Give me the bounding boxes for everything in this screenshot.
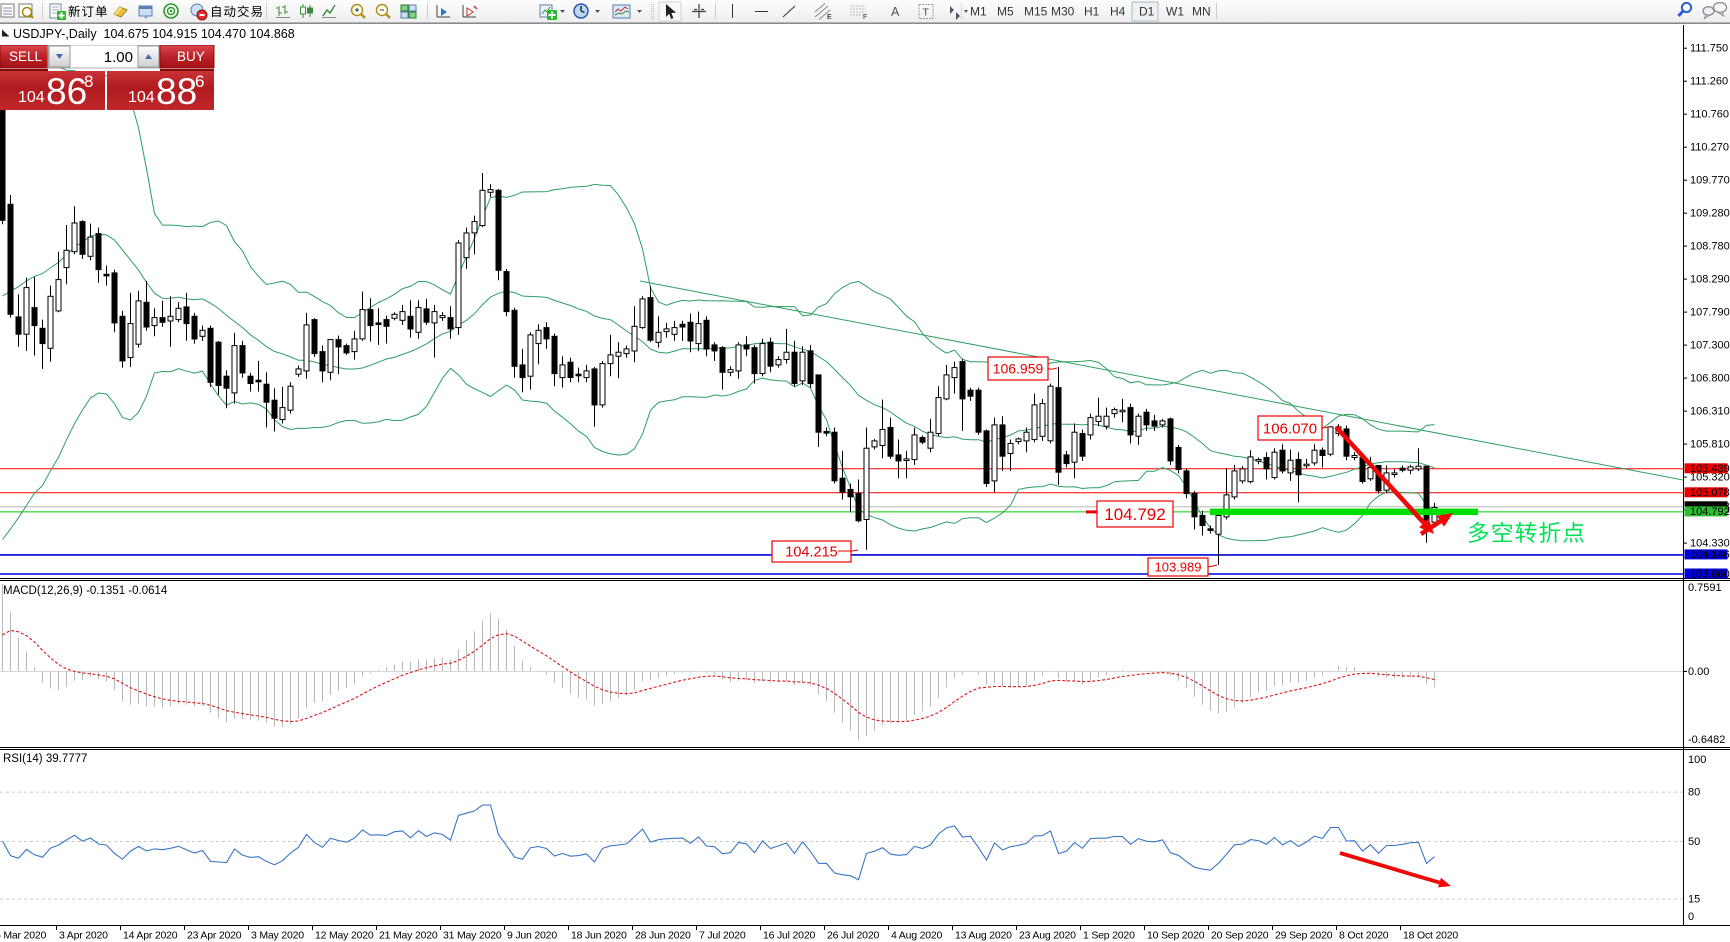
svg-text:23 Aug 2020: 23 Aug 2020 <box>1019 930 1076 942</box>
svg-text:MN: MN <box>1192 5 1211 19</box>
svg-text:26 Jul 2020: 26 Jul 2020 <box>827 930 879 942</box>
svg-text:88: 88 <box>156 71 197 111</box>
svg-text:18 Oct 2020: 18 Oct 2020 <box>1403 930 1458 942</box>
svg-text:50: 50 <box>1688 836 1700 848</box>
svg-text:12 May 2020: 12 May 2020 <box>315 930 374 942</box>
svg-text:0.00: 0.00 <box>1688 666 1709 678</box>
svg-text:4 Aug 2020: 4 Aug 2020 <box>891 930 942 942</box>
svg-text:86: 86 <box>46 71 87 111</box>
svg-text:0: 0 <box>1688 911 1694 923</box>
svg-text:110.760: 110.760 <box>1690 109 1729 121</box>
svg-text:105.078: 105.078 <box>1690 487 1730 499</box>
svg-text:E: E <box>827 14 832 21</box>
svg-text:109.770: 109.770 <box>1690 175 1730 187</box>
svg-text:8 Oct 2020: 8 Oct 2020 <box>1339 930 1389 942</box>
svg-text:M15: M15 <box>1024 5 1048 19</box>
svg-text:105.810: 105.810 <box>1690 439 1730 451</box>
svg-text:16 Jul 2020: 16 Jul 2020 <box>763 930 815 942</box>
svg-text:9 Jun 2020: 9 Jun 2020 <box>507 930 557 942</box>
svg-text:105.320: 105.320 <box>1690 472 1730 484</box>
svg-text:104: 104 <box>18 89 45 106</box>
svg-text:107.300: 107.300 <box>1690 340 1730 352</box>
svg-text:SELL: SELL <box>9 49 43 64</box>
svg-text:A: A <box>891 5 900 19</box>
svg-text:105.439: 105.439 <box>1690 463 1730 475</box>
svg-text:110.270: 110.270 <box>1690 142 1729 154</box>
svg-text:103.989: 103.989 <box>1155 560 1202 575</box>
svg-text:111.750: 111.750 <box>1690 43 1728 55</box>
svg-text:0.7591: 0.7591 <box>1688 582 1722 594</box>
svg-text:H1: H1 <box>1084 5 1100 19</box>
svg-text:BUY: BUY <box>177 49 205 64</box>
svg-text:106.070: 106.070 <box>1263 420 1317 437</box>
svg-text:104.215: 104.215 <box>785 545 837 561</box>
svg-text:3 Apr 2020: 3 Apr 2020 <box>59 930 108 942</box>
svg-text:F: F <box>863 14 867 21</box>
svg-text:108.290: 108.290 <box>1690 274 1730 286</box>
svg-text:7 Jul 2020: 7 Jul 2020 <box>699 930 746 942</box>
svg-text:M5: M5 <box>997 5 1014 19</box>
svg-text:3 May 2020: 3 May 2020 <box>251 930 304 942</box>
svg-text:15: 15 <box>1688 894 1700 906</box>
svg-text:103.860: 103.860 <box>1690 568 1730 580</box>
svg-text:106.310: 106.310 <box>1690 406 1730 418</box>
svg-text:M30: M30 <box>1051 5 1075 19</box>
svg-text:100: 100 <box>1688 754 1706 766</box>
svg-text:31 May 2020: 31 May 2020 <box>443 930 502 942</box>
svg-text:8: 8 <box>84 72 93 91</box>
svg-text:111.260: 111.260 <box>1690 76 1728 88</box>
svg-text:28 Jun 2020: 28 Jun 2020 <box>635 930 691 942</box>
svg-text:18 Jun 2020: 18 Jun 2020 <box>571 930 627 942</box>
svg-text:5 Mar 2020: 5 Mar 2020 <box>0 930 46 942</box>
svg-text:108.780: 108.780 <box>1690 241 1730 253</box>
svg-text:W1: W1 <box>1166 5 1184 19</box>
svg-text:80: 80 <box>1688 787 1700 799</box>
svg-text:-0.6482: -0.6482 <box>1688 734 1725 746</box>
svg-text:1.00: 1.00 <box>104 49 133 66</box>
svg-text:1 Sep 2020: 1 Sep 2020 <box>1083 930 1135 942</box>
svg-text:10 Sep 2020: 10 Sep 2020 <box>1147 930 1205 942</box>
svg-text:106.800: 106.800 <box>1690 373 1730 385</box>
svg-text:USDJPY-,Daily 104.675 104.915: USDJPY-,Daily 104.675 104.915 104.470 10… <box>13 27 295 41</box>
svg-text:M1: M1 <box>970 5 987 19</box>
svg-text:D1: D1 <box>1139 5 1155 19</box>
svg-text:29 Sep 2020: 29 Sep 2020 <box>1275 930 1333 942</box>
svg-text:H4: H4 <box>1110 5 1126 19</box>
svg-text:104: 104 <box>128 89 155 106</box>
svg-text:20 Sep 2020: 20 Sep 2020 <box>1211 930 1269 942</box>
svg-text:109.280: 109.280 <box>1690 208 1730 220</box>
svg-text:21 May 2020: 21 May 2020 <box>379 930 438 942</box>
svg-text:13 Aug 2020: 13 Aug 2020 <box>955 930 1012 942</box>
svg-text:104.792: 104.792 <box>1104 505 1165 524</box>
svg-text:6: 6 <box>195 72 204 91</box>
svg-text:104.330: 104.330 <box>1690 538 1730 550</box>
svg-text:T: T <box>923 7 930 19</box>
svg-text:RSI(14) 39.7777: RSI(14) 39.7777 <box>3 753 87 765</box>
svg-text:14 Apr 2020: 14 Apr 2020 <box>123 930 178 942</box>
svg-text:104.792: 104.792 <box>1690 506 1730 518</box>
svg-text:23 Apr 2020: 23 Apr 2020 <box>187 930 242 942</box>
svg-text:MACD(12,26,9) -0.1351 -0.0614: MACD(12,26,9) -0.1351 -0.0614 <box>3 585 168 597</box>
svg-text:107.790: 107.790 <box>1690 307 1730 319</box>
svg-text:104.146: 104.146 <box>1690 549 1730 561</box>
svg-text:106.959: 106.959 <box>993 361 1044 377</box>
